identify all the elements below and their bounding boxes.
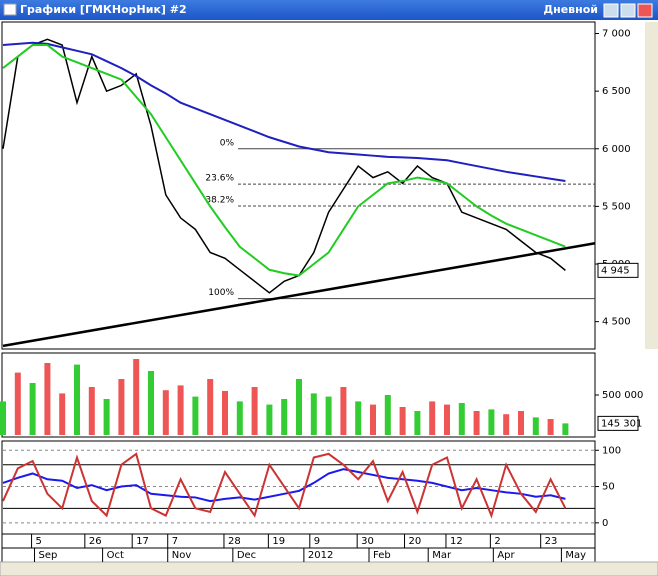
- volume-bar: [355, 401, 362, 435]
- volume-bar: [14, 372, 21, 435]
- volume-bar: [59, 393, 66, 435]
- x-tick-label: 19: [272, 536, 285, 547]
- y-tick-label: 6 500: [602, 86, 631, 97]
- x-tick-label: 7: [172, 536, 178, 547]
- x-tick-label: 26: [89, 536, 102, 547]
- volume-bar: [103, 399, 110, 435]
- volume-bar: [296, 379, 302, 435]
- volume-bar: [74, 364, 80, 435]
- volume-bar: [384, 395, 391, 435]
- last-value-label: 4 945: [601, 265, 630, 276]
- series-line: [2, 41, 566, 183]
- volume-bar: [222, 391, 228, 435]
- volume-bar: [266, 404, 273, 435]
- volume-bar: [133, 359, 140, 435]
- month-label: May: [565, 550, 586, 561]
- month-label: Apr: [497, 550, 515, 561]
- volume-bar: [88, 387, 95, 435]
- series-line: [2, 452, 567, 519]
- volume-bar: [192, 396, 199, 435]
- volume-bar: [532, 417, 539, 435]
- volume-bar: [118, 379, 125, 435]
- timeframe[interactable]: Дневной: [543, 3, 598, 16]
- volume-bar: [251, 387, 258, 435]
- volume-bar: [429, 401, 436, 435]
- series-line: [2, 38, 566, 294]
- volume-bar: [473, 411, 480, 435]
- trendline: [2, 242, 596, 348]
- volume-bar: [562, 423, 569, 435]
- vertical-scrollbar[interactable]: [645, 22, 658, 349]
- volume-bar: [148, 371, 154, 435]
- price-pane: [1, 21, 596, 350]
- volume-bar: [547, 419, 554, 435]
- minimize-button[interactable]: [603, 3, 619, 18]
- volume-bar: [207, 379, 214, 435]
- x-tick-label: 17: [136, 536, 149, 547]
- volume-bar: [340, 387, 347, 435]
- volume-bar: [399, 407, 406, 435]
- y-tick-label: 0: [602, 518, 608, 529]
- volume-bar: [458, 403, 465, 435]
- series-line: [2, 44, 566, 277]
- volume-bar: [281, 399, 288, 435]
- y-tick-label: 7 000: [602, 29, 631, 40]
- last-value-label: 145 301: [601, 418, 642, 429]
- volume-bar: [488, 409, 495, 435]
- volume-bar: [503, 414, 510, 435]
- scrollbar[interactable]: [0, 561, 658, 576]
- volume-bar: [518, 411, 524, 435]
- y-tick-label: 4 500: [602, 317, 631, 328]
- volume-bar: [0, 401, 6, 435]
- month-label: Mar: [432, 550, 452, 561]
- month-label: Sep: [39, 550, 58, 561]
- volume-bar: [325, 396, 332, 435]
- month-label: Oct: [107, 550, 124, 561]
- volume-bar: [414, 411, 421, 435]
- x-tick-label: 2: [494, 536, 500, 547]
- volume-bar: [444, 404, 450, 435]
- window-icon: [3, 3, 17, 16]
- y-tick-label: 100: [602, 445, 621, 456]
- title-bar: [0, 0, 658, 20]
- y-tick-label: 5 500: [602, 201, 631, 212]
- volume-bar: [177, 385, 184, 435]
- last-value-box: [597, 415, 639, 431]
- month-label: Feb: [373, 550, 391, 561]
- x-tick-label: 5: [36, 536, 42, 547]
- volume-bar: [236, 401, 243, 435]
- x-tick-label: 30: [361, 536, 374, 547]
- maximize-button[interactable]: [620, 3, 636, 18]
- volume-bar: [44, 363, 51, 435]
- x-tick-label: 23: [545, 536, 558, 547]
- volume-bar: [162, 390, 169, 435]
- volume-bar: [370, 404, 376, 435]
- y-tick-label: 50: [602, 482, 615, 493]
- close-button[interactable]: [637, 3, 653, 18]
- last-value-box: [597, 262, 639, 278]
- fib-label: 23.6%: [205, 174, 234, 184]
- window-title: Графики [ГМКНорНик] #2: [20, 3, 187, 16]
- x-tick-label: 9: [314, 536, 320, 547]
- volume-bar: [29, 383, 36, 435]
- month-label: Nov: [172, 550, 192, 561]
- x-tick-label: 28: [228, 536, 241, 547]
- volume-bar: [310, 393, 317, 435]
- month-label: 2012: [308, 550, 333, 561]
- fib-label: 100%: [208, 288, 234, 298]
- y-tick-label: 500 000: [602, 390, 643, 401]
- fib-label: 0%: [220, 138, 235, 148]
- fib-label: 38.2%: [205, 196, 234, 206]
- x-tick-label: 12: [450, 536, 463, 547]
- y-tick-label: 6 000: [602, 144, 631, 155]
- x-tick-label: 20: [409, 536, 422, 547]
- month-label: Dec: [237, 550, 256, 561]
